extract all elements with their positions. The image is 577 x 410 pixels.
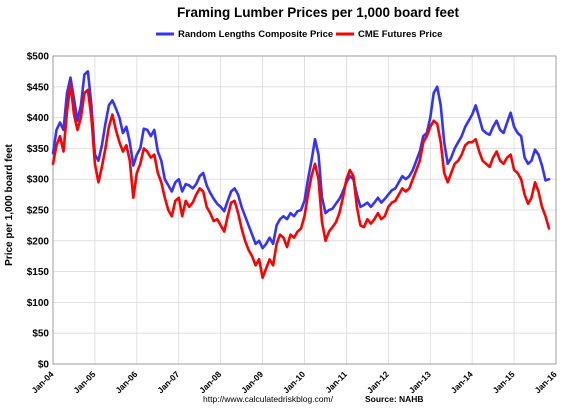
x-tick-label: Jan-06	[113, 369, 139, 395]
y-tick-label: $450	[27, 82, 50, 93]
x-tick-label: Jan-10	[281, 369, 307, 395]
footer-source: Source: NAHB	[365, 394, 424, 404]
x-tick-label: Jan-14	[449, 369, 475, 395]
x-tick-label: Jan-09	[239, 369, 265, 395]
legend-label: Random Lengths Composite Price	[178, 29, 333, 40]
y-tick-label: $0	[38, 360, 50, 371]
y-tick-label: $200	[27, 236, 50, 247]
x-tick-label: Jan-07	[155, 369, 181, 395]
y-tick-label: $150	[27, 267, 50, 278]
series-line-cme-futures	[51, 82, 551, 280]
x-tick-label: Jan-13	[407, 369, 433, 395]
legend: Random Lengths Composite Price CME Future…	[156, 29, 442, 40]
y-tick-label: $500	[27, 52, 50, 63]
axes	[52, 55, 557, 365]
footer-url: http://www.calculatedriskblog.com/	[203, 394, 334, 404]
plot-frame	[52, 55, 557, 365]
y-tick-label: $400	[27, 113, 50, 124]
legend-label: CME Futures Price	[358, 29, 442, 40]
y-tick-label: $350	[27, 144, 50, 155]
series-layer	[51, 70, 551, 280]
x-tick-label: Jan-16	[532, 369, 558, 395]
x-tick-label: Jan-11	[323, 369, 349, 395]
x-axis-ticks: Jan-04 Jan-05 Jan-06 Jan-07 Jan-08 Jan-09 Jan-…	[29, 369, 558, 395]
y-tick-label: $50	[32, 329, 49, 340]
x-tick-label: Jan-12	[365, 369, 391, 395]
y-axis-ticks: $0 $50 $100 $150 $200 $250 $300 $350 $400 $450 $50…	[27, 52, 50, 371]
y-axis-label: Price per 1,000 board feet	[4, 143, 15, 265]
chart-title: Framing Lumber Prices per 1,000 board fe…	[177, 5, 460, 20]
x-tick-label: Jan-04	[29, 369, 55, 395]
y-tick-label: $250	[27, 206, 50, 217]
x-tick-label: Jan-08	[197, 369, 223, 395]
x-tick-label: Jan-05	[71, 369, 97, 395]
y-tick-label: $300	[27, 175, 50, 186]
x-tick-label: Jan-15	[491, 369, 517, 395]
series-line-random-lengths	[51, 70, 551, 250]
y-tick-label: $100	[27, 298, 50, 309]
